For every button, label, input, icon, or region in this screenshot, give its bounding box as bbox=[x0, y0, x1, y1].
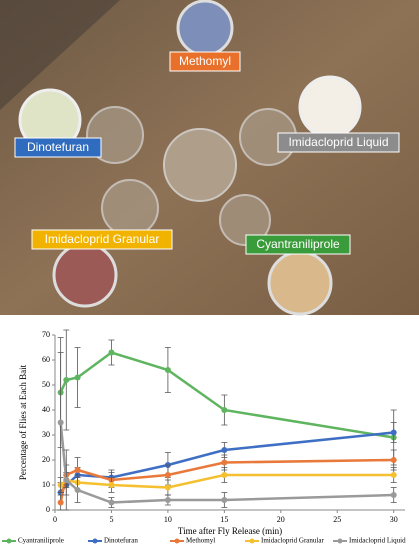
y-tick-label: 60 bbox=[42, 355, 50, 364]
x-axis-label: Time after Fly Release (min) bbox=[178, 526, 282, 536]
point bbox=[57, 499, 64, 506]
label-text: Imidacloprid Granular bbox=[45, 232, 160, 246]
x-tick-label: 15 bbox=[220, 515, 228, 524]
label-box bbox=[169, 51, 241, 72]
point bbox=[63, 477, 70, 483]
x-tick-label: 10 bbox=[164, 515, 172, 524]
label-box bbox=[31, 229, 173, 250]
point bbox=[74, 467, 81, 473]
legend-label: Imidacloprid Granular bbox=[261, 537, 324, 545]
y-tick-label: 20 bbox=[42, 455, 50, 464]
label-text: Cyantraniliprole bbox=[256, 237, 340, 251]
legend-marker bbox=[174, 538, 180, 544]
label-box bbox=[277, 132, 400, 153]
legend-marker bbox=[92, 538, 98, 544]
point bbox=[390, 492, 397, 498]
label-text: Methomyl bbox=[179, 54, 231, 68]
dish bbox=[176, 0, 234, 57]
point bbox=[221, 407, 228, 413]
label-text: Dinotefuran bbox=[27, 140, 89, 154]
y-tick-label: 10 bbox=[42, 480, 50, 489]
y-axis-label: Percentage of Flies at Each Bait bbox=[18, 364, 28, 480]
dish bbox=[219, 194, 271, 246]
point bbox=[164, 484, 171, 491]
point bbox=[108, 349, 115, 356]
x-tick-label: 30 bbox=[390, 515, 398, 524]
shadow bbox=[0, 0, 120, 110]
dish bbox=[298, 75, 362, 139]
photo-labels: Methomyl Dinotefuran Imidacloprid Liquid Im… bbox=[14, 51, 400, 255]
dish bbox=[163, 128, 237, 202]
point bbox=[390, 472, 397, 478]
point bbox=[57, 419, 64, 426]
point bbox=[74, 374, 81, 381]
legend-label: Methomyl bbox=[186, 537, 215, 545]
point bbox=[390, 457, 397, 463]
label-box bbox=[14, 137, 102, 158]
legend-label: Cyantraniliprole bbox=[18, 537, 64, 545]
legend-label: Dinotefuran bbox=[104, 537, 138, 545]
label-box bbox=[245, 234, 351, 255]
point bbox=[221, 497, 228, 503]
dish bbox=[52, 242, 118, 308]
y-tick-label: 40 bbox=[42, 405, 50, 414]
legend-marker bbox=[337, 538, 343, 544]
point bbox=[164, 497, 171, 503]
point bbox=[108, 499, 115, 506]
x-tick-label: 5 bbox=[109, 515, 113, 524]
label-text: Imidacloprid Liquid bbox=[288, 135, 388, 149]
legend-marker bbox=[6, 538, 12, 544]
point bbox=[221, 472, 228, 478]
y-tick-label: 30 bbox=[42, 430, 50, 439]
x-tick-label: 0 bbox=[53, 515, 57, 524]
point bbox=[221, 459, 228, 466]
y-tick-label: 70 bbox=[42, 330, 50, 339]
point bbox=[63, 377, 70, 383]
legend-marker bbox=[249, 538, 255, 544]
point bbox=[221, 447, 228, 453]
chart: 0 10 20 30 40 50 60 70 0 5 10 15 20 25 30 Time after Fl… bbox=[2, 329, 406, 545]
dish bbox=[101, 179, 159, 237]
point bbox=[108, 482, 115, 488]
point bbox=[164, 367, 171, 373]
y-tick-label: 0 bbox=[46, 505, 50, 514]
x-tick-label: 20 bbox=[277, 515, 285, 524]
legend-label: Imidacloprid Liquid bbox=[349, 537, 406, 545]
y-tick-label: 50 bbox=[42, 380, 50, 389]
point bbox=[74, 487, 81, 493]
point bbox=[390, 429, 397, 436]
dish bbox=[267, 250, 333, 316]
x-tick-label: 25 bbox=[333, 515, 341, 524]
point bbox=[164, 472, 171, 478]
